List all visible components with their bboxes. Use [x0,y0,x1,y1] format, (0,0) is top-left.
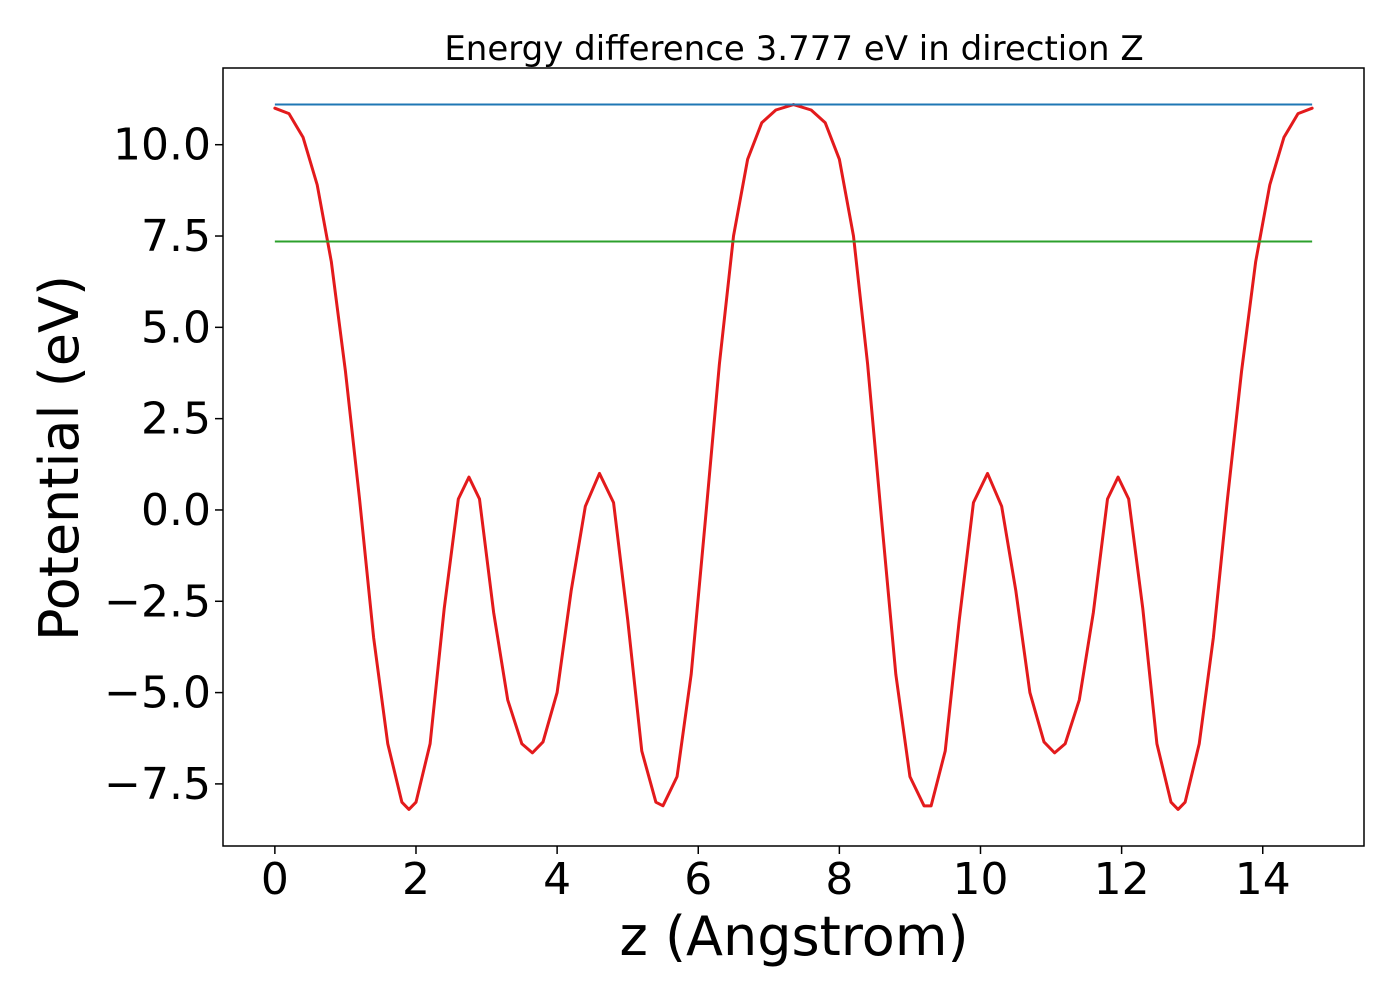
y-tick-label: 7.5 [141,211,211,262]
x-tick-label: 6 [684,854,712,905]
y-tick-label: 0.0 [141,485,211,536]
plot-background [223,68,1364,846]
y-tick-label: −2.5 [104,576,211,627]
y-tick-label: 2.5 [141,394,211,445]
y-tick-label: 10.0 [113,120,211,171]
plot-frame [222,67,1365,847]
x-tick-label: 4 [543,854,571,905]
x-tick-label: 8 [825,854,853,905]
x-tick-label: 10 [952,854,1008,905]
y-tick-label: 5.0 [141,302,211,353]
axes-layer: 0 2 4 6 8 10 12 14 10.0 7.5 5.0 2.5 0.0 −2.5 −5.0 −7.5 [104,67,1365,905]
y-tick-label: −7.5 [104,759,211,810]
x-axis-label: z (Angstrom) [619,905,968,968]
x-tick-label: 2 [402,854,430,905]
x-tick-label: 14 [1235,854,1291,905]
series-layer [273,103,1314,811]
y-axis-label: Potential (eV) [28,275,91,641]
plot-area [223,68,1364,846]
x-tick-label: 0 [261,854,289,905]
x-tick-label: 12 [1094,854,1150,905]
y-tick-label: −5.0 [104,668,211,719]
chart-title: Energy difference 3.777 eV in direction … [444,29,1143,69]
